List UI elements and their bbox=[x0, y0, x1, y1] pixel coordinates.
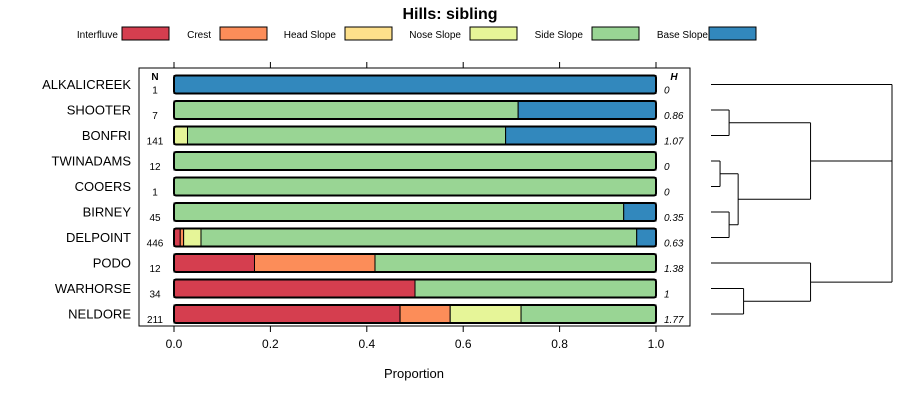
legend-swatch-side-slope bbox=[591, 26, 640, 41]
plot-frame bbox=[138, 67, 691, 327]
bar-segment-twinadams-side-slope bbox=[173, 151, 657, 171]
row-label-neldore: NELDORE bbox=[68, 307, 131, 322]
bar-outline-delpoint bbox=[173, 227, 657, 248]
bar-segment-delpoint-base-slope bbox=[636, 228, 657, 247]
legend-label-interfluve: Interfluve bbox=[77, 30, 119, 41]
bar-outline-warhorse bbox=[173, 278, 657, 299]
row-label-alkalicreek: ALKALICREEK bbox=[42, 77, 131, 92]
h-header: H bbox=[670, 72, 678, 83]
h-value-neldore: 1.77 bbox=[664, 315, 684, 326]
row-label-bonfri: BONFRI bbox=[82, 128, 131, 143]
h-value-podo: 1.38 bbox=[664, 264, 684, 275]
legend-label-head-slope: Head Slope bbox=[284, 30, 337, 41]
x-axis-label: Proportion bbox=[384, 366, 444, 381]
bar-segment-bonfri-nose-slope bbox=[173, 126, 188, 145]
legend-label-base-slope: Base Slope bbox=[657, 30, 709, 41]
bar-segment-birney-base-slope bbox=[623, 202, 657, 222]
bar-segment-delpoint-crest bbox=[179, 228, 185, 247]
bar-segment-warhorse-interfluve bbox=[173, 279, 416, 298]
bar-segment-bonfri-side-slope bbox=[186, 126, 507, 145]
h-value-delpoint: 0.63 bbox=[664, 239, 684, 250]
n-value-delpoint: 446 bbox=[147, 239, 164, 250]
bar-outline-bonfri bbox=[173, 125, 657, 146]
x-tick-label-5: 1.0 bbox=[648, 337, 665, 351]
n-value-cooers: 1 bbox=[152, 188, 158, 199]
n-value-alkalicreek: 1 bbox=[152, 86, 158, 97]
bar-outline-twinadams bbox=[173, 151, 657, 171]
h-value-twinadams: 0 bbox=[664, 162, 670, 173]
bar-segment-neldore-interfluve bbox=[173, 304, 401, 324]
row-label-warhorse: WARHORSE bbox=[55, 281, 131, 296]
bar-outline-cooers bbox=[173, 176, 657, 197]
n-value-warhorse: 34 bbox=[149, 290, 161, 301]
h-value-shooter: 0.86 bbox=[664, 111, 684, 122]
row-label-cooers: COOERS bbox=[75, 179, 132, 194]
n-value-twinadams: 12 bbox=[149, 162, 161, 173]
row-label-birney: BIRNEY bbox=[83, 205, 132, 220]
legend: Interfluve Crest Head Slope Nose Slope Side … bbox=[77, 26, 757, 41]
bar-segment-podo-interfluve bbox=[173, 253, 255, 273]
x-tick-label-4: 0.8 bbox=[551, 337, 568, 351]
bar-segment-alkalicreek-base-slope bbox=[173, 75, 657, 94]
legend-swatch-interfluve bbox=[121, 26, 170, 41]
row-label-twinadams: TWINADAMS bbox=[52, 154, 132, 169]
bar-segment-podo-crest bbox=[253, 253, 376, 273]
h-value-bonfri: 1.07 bbox=[664, 137, 684, 148]
dendrogram bbox=[711, 84, 893, 315]
x-tick-label-2: 0.4 bbox=[358, 337, 375, 351]
bar-segment-warhorse-side-slope bbox=[414, 279, 657, 298]
legend-label-side-slope: Side Slope bbox=[535, 30, 584, 41]
bar-outline-neldore bbox=[173, 304, 657, 324]
row-labels: ALKALICREEK 1 0 SHOOTER 7 0.86 BONFRI 141 1.07 TW… bbox=[42, 77, 684, 326]
bar-segment-bonfri-base-slope bbox=[505, 126, 657, 145]
n-header: N bbox=[151, 72, 158, 83]
bar-segment-shooter-base-slope bbox=[517, 100, 657, 120]
h-value-birney: 0.35 bbox=[664, 213, 684, 224]
bar-segment-podo-side-slope bbox=[374, 253, 657, 273]
bar-outline-birney bbox=[173, 202, 657, 222]
x-axis: 0.0 0.2 0.4 0.6 0.8 1.0 bbox=[166, 62, 665, 351]
h-value-cooers: 0 bbox=[664, 188, 670, 199]
legend-swatch-base-slope bbox=[708, 26, 757, 41]
legend-label-nose-slope: Nose Slope bbox=[409, 30, 461, 41]
legend-label-crest: Crest bbox=[187, 30, 211, 41]
bar-segment-cooers-side-slope bbox=[173, 177, 657, 196]
n-value-birney: 45 bbox=[149, 213, 161, 224]
n-value-bonfri: 141 bbox=[147, 137, 164, 148]
row-label-delpoint: DELPOINT bbox=[66, 230, 131, 245]
bar-segment-delpoint-side-slope bbox=[200, 228, 638, 247]
bar-segment-birney-side-slope bbox=[173, 202, 625, 222]
x-tick-label-0: 0.0 bbox=[166, 337, 183, 351]
n-value-shooter: 7 bbox=[152, 111, 158, 122]
bar-segment-neldore-nose-slope bbox=[449, 304, 522, 324]
n-value-podo: 12 bbox=[149, 264, 161, 275]
n-value-neldore: 211 bbox=[147, 315, 163, 326]
legend-swatch-crest bbox=[219, 26, 268, 41]
bar-outline-podo bbox=[173, 253, 657, 273]
h-value-alkalicreek: 0 bbox=[664, 86, 670, 97]
row-label-shooter: SHOOTER bbox=[67, 103, 131, 118]
chart-title: Hills: sibling bbox=[402, 6, 497, 23]
h-value-warhorse: 1 bbox=[664, 290, 670, 301]
bar-segment-shooter-side-slope bbox=[173, 100, 519, 120]
bars bbox=[173, 74, 657, 324]
bar-outline-shooter bbox=[173, 100, 657, 120]
bar-outline-alkalicreek bbox=[173, 74, 657, 95]
legend-swatch-nose-slope bbox=[469, 26, 518, 41]
row-label-podo: PODO bbox=[93, 256, 131, 271]
x-tick-label-3: 0.6 bbox=[455, 337, 472, 351]
bar-segment-neldore-side-slope bbox=[520, 304, 657, 324]
bar-segment-delpoint-nose-slope bbox=[183, 228, 202, 247]
x-tick-label-1: 0.2 bbox=[262, 337, 279, 351]
bar-segment-neldore-crest bbox=[399, 304, 451, 324]
legend-swatch-head-slope bbox=[344, 26, 393, 41]
